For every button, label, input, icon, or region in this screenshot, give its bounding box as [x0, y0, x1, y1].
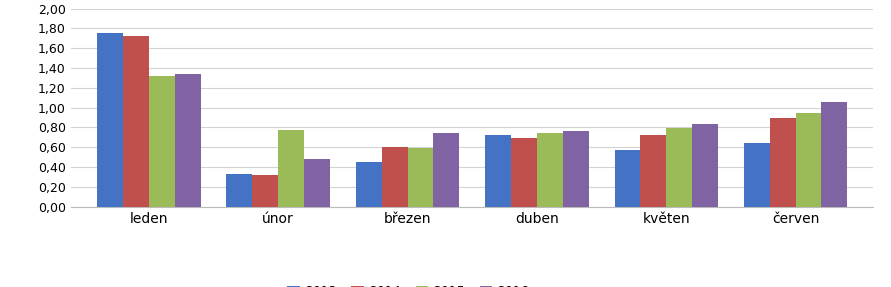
- Bar: [226, 174, 252, 207]
- Bar: [149, 76, 175, 207]
- Bar: [278, 130, 304, 207]
- Bar: [486, 135, 511, 207]
- Bar: [744, 143, 770, 207]
- Bar: [123, 36, 149, 207]
- Bar: [252, 175, 278, 207]
- Bar: [304, 159, 330, 207]
- Bar: [511, 138, 537, 207]
- Bar: [692, 125, 718, 207]
- Bar: [381, 147, 407, 207]
- Bar: [615, 150, 641, 207]
- Bar: [666, 128, 692, 207]
- Bar: [356, 162, 381, 207]
- Bar: [641, 135, 666, 207]
- Bar: [175, 74, 200, 207]
- Bar: [433, 133, 459, 207]
- Bar: [822, 102, 847, 207]
- Bar: [97, 33, 123, 207]
- Bar: [770, 118, 796, 207]
- Bar: [796, 113, 822, 207]
- Bar: [407, 148, 433, 207]
- Legend: 2013, 2014, 2015, 2016: 2013, 2014, 2015, 2016: [282, 280, 534, 287]
- Bar: [537, 133, 563, 207]
- Bar: [563, 131, 589, 207]
